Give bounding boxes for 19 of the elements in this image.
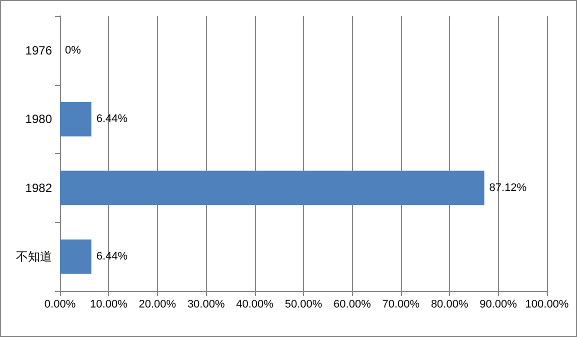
data-label: 6.44% <box>96 250 128 263</box>
x-tick-label: 60.00% <box>334 298 372 310</box>
x-tick-label: 80.00% <box>430 298 468 310</box>
x-tick-label: 20.00% <box>138 298 176 310</box>
x-tick-label: 100.00% <box>525 298 569 310</box>
y-tick-label: 不知道 <box>16 250 52 264</box>
x-tick-label: 30.00% <box>187 298 225 310</box>
x-tick-label: 70.00% <box>382 298 420 310</box>
y-tick-label: 1982 <box>25 180 52 195</box>
x-tick-label: 40.00% <box>236 298 274 310</box>
y-tick-label: 1976 <box>25 43 52 58</box>
data-label: 87.12% <box>489 182 527 194</box>
x-tick-label: 10.00% <box>90 298 128 310</box>
y-tick-label: 1980 <box>25 112 52 126</box>
x-tick-label: 0.00% <box>44 298 76 310</box>
data-label: 6.44% <box>96 113 128 126</box>
data-label: 0% <box>65 44 82 56</box>
x-tick-label: 90.00% <box>480 298 518 310</box>
x-tick-label: 50.00% <box>284 298 322 310</box>
